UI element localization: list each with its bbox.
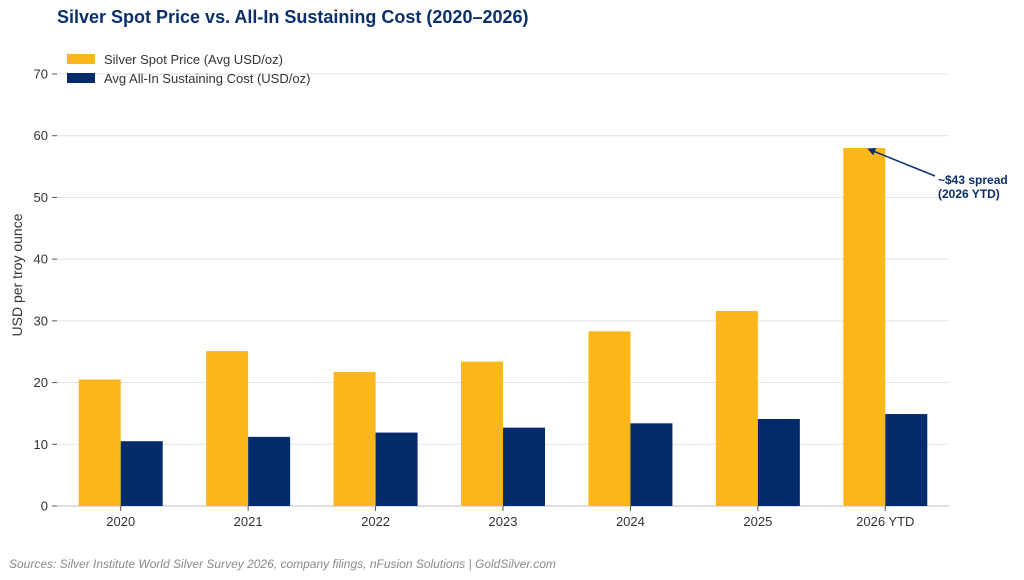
bar-silver-spot-price [588,331,631,506]
bar-silver-spot-price [78,379,121,506]
bar-aisc [885,414,928,506]
x-tick-label: 2024 [616,514,645,529]
x-tick-label: 2022 [361,514,390,529]
bars [78,148,928,507]
x-tick-label: 2025 [743,514,772,529]
bar-silver-spot-price [333,372,376,506]
legend-label: Avg All-In Sustaining Cost (USD/oz) [104,71,310,86]
chart-title: Silver Spot Price vs. All-In Sustaining … [57,7,529,27]
y-tick-label: 30 [34,313,48,328]
legend-swatch [67,73,95,83]
legend: Silver Spot Price (Avg USD/oz) Avg All-In… [67,52,310,86]
bar-silver-spot-price [461,361,503,506]
bar-aisc [248,436,291,506]
annotation: ~$43 spread(2026 YTD) [867,147,1008,201]
bar-aisc [120,441,163,506]
axes: 0 10 20 30 40 50 60 70 2020 2021 2022 2023 2024 2025 2… [34,67,915,530]
y-tick-label: 20 [34,375,48,390]
annotation-label: (2026 YTD) [938,187,1000,201]
legend-swatch [67,54,95,64]
bar-silver-spot-price [715,310,758,506]
y-tick-label: 40 [34,252,48,267]
bar-aisc [630,423,673,506]
bar-silver-spot-price [206,351,249,506]
annotation-arrow [867,147,936,177]
x-tick-label: 2020 [106,514,135,529]
x-tick-label: 2023 [489,514,518,529]
y-axis-title: USD per troy ounce [9,213,25,336]
y-tick-label: 60 [34,128,48,143]
y-tick-label: 10 [34,437,48,452]
bar-aisc [503,427,545,506]
x-tick-label: 2026 YTD [856,514,914,529]
bar-aisc [757,418,800,506]
legend-label: Silver Spot Price (Avg USD/oz) [104,52,283,67]
y-tick-label: 0 [41,499,48,514]
bar-silver-spot-price [843,148,886,507]
source-note: Sources: Silver Institute World Silver S… [9,557,556,571]
annotation-label: ~$43 spread [938,173,1008,187]
bar-aisc [375,432,418,506]
y-tick-label: 70 [34,67,48,82]
y-tick-label: 50 [34,190,48,205]
x-tick-label: 2021 [234,514,263,529]
